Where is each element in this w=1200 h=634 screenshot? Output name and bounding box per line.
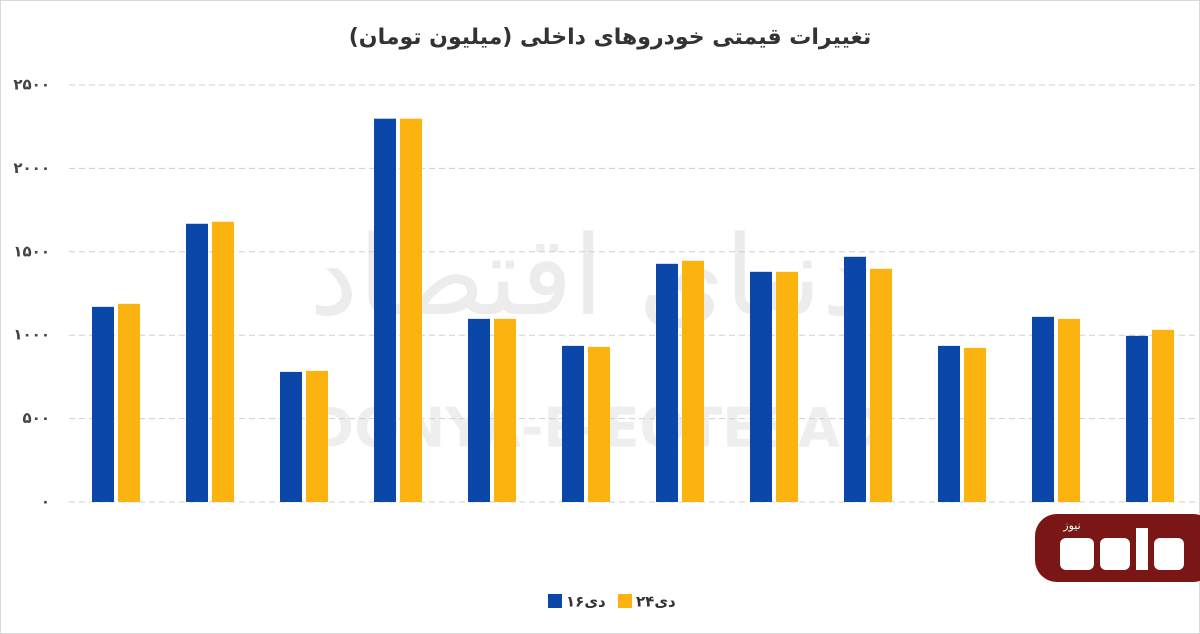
y-tick-label: ۲۰۰۰ bbox=[13, 159, 50, 177]
legend-swatch bbox=[548, 594, 562, 608]
bar bbox=[280, 371, 302, 502]
bar bbox=[468, 318, 490, 502]
bar bbox=[964, 347, 986, 502]
bar bbox=[1126, 335, 1148, 502]
logo: نیوز bbox=[1035, 514, 1200, 582]
bar bbox=[306, 370, 328, 502]
chart-title: تغییرات قیمتی خودروهای داخلی (میلیون توم… bbox=[349, 25, 871, 50]
bar bbox=[186, 223, 208, 503]
y-tick-label: ۲۵۰۰ bbox=[13, 76, 50, 94]
y-tick-label: ۵۰۰ bbox=[23, 409, 50, 427]
bar bbox=[776, 271, 798, 502]
logo-shape bbox=[1100, 538, 1130, 570]
bar bbox=[400, 118, 422, 502]
bar bbox=[1058, 318, 1080, 502]
bar bbox=[212, 221, 234, 502]
bar bbox=[750, 271, 772, 502]
y-tick-label: ۱۰۰۰ bbox=[13, 326, 50, 344]
bar bbox=[118, 303, 140, 502]
logo-text: نیوز bbox=[1062, 519, 1080, 532]
bar bbox=[938, 345, 960, 502]
legend-swatch bbox=[618, 594, 632, 608]
bar bbox=[562, 345, 584, 502]
bar bbox=[588, 346, 610, 502]
logo-shape bbox=[1060, 538, 1094, 570]
bar bbox=[92, 306, 114, 502]
bar bbox=[1032, 316, 1054, 502]
bar bbox=[682, 260, 704, 502]
bar bbox=[374, 118, 396, 502]
legend-label: ۱۶دی bbox=[566, 593, 606, 611]
bar bbox=[1152, 329, 1174, 502]
legend-label: ۲۴دی bbox=[636, 593, 676, 611]
y-tick-label: ۰ bbox=[41, 493, 50, 511]
bar bbox=[844, 256, 866, 502]
bar bbox=[870, 268, 892, 502]
bar bbox=[494, 318, 516, 502]
logo-shape bbox=[1136, 528, 1148, 570]
y-tick-label: ۱۵۰۰ bbox=[13, 242, 50, 260]
logo-shape bbox=[1154, 538, 1184, 570]
bar bbox=[656, 263, 678, 502]
